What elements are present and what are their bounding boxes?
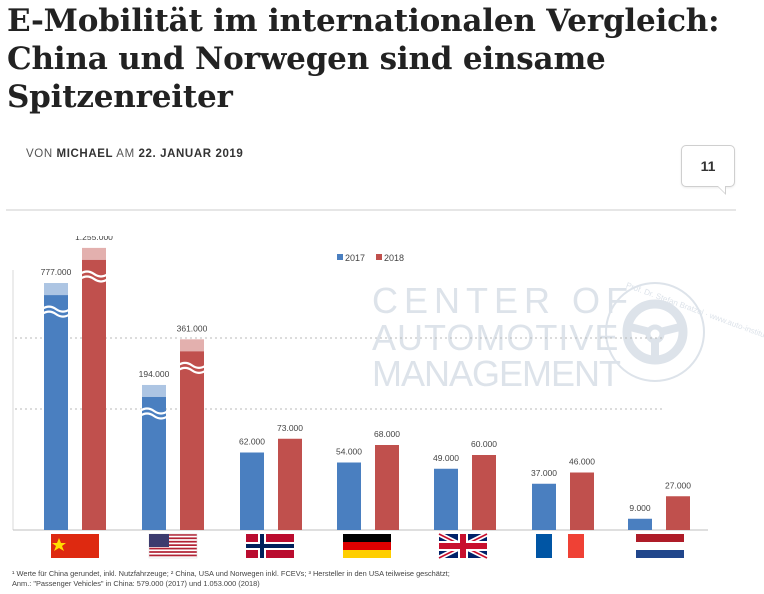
bar-niederlande-2018: [666, 496, 690, 530]
bar-overflow-cap: [180, 339, 204, 352]
bar-overflow-cap: [142, 384, 166, 397]
bar-frankreich-2017: [532, 483, 556, 530]
ev-comparison-chart: CENTER OF AUTOMOTIVE MANAGEMENT Prof. Dr…: [12, 236, 764, 561]
data-label: 361.000: [177, 323, 208, 333]
axis-break-mark: [79, 275, 109, 283]
data-label: 60.000: [471, 439, 497, 449]
watermark-line1: CENTER OF: [372, 280, 634, 321]
axis-break-mark: [79, 270, 109, 278]
author-link[interactable]: MICHAEL: [56, 148, 114, 160]
watermark: CENTER OF AUTOMOTIVE MANAGEMENT: [372, 280, 634, 394]
data-label: 73.000: [277, 423, 303, 433]
bar-china-2018: [82, 247, 106, 530]
flag-deutschland-icon: [343, 534, 391, 558]
seal-outer-ring: [605, 282, 705, 382]
data-label: 46.000: [569, 457, 595, 467]
watermark-line3: MANAGEMENT: [372, 353, 621, 394]
bar-usa-2017: [142, 384, 166, 530]
bar-china-2017: [44, 283, 68, 530]
data-label: 777.000: [41, 267, 72, 277]
legend: 2017 2018: [337, 253, 404, 263]
article-title: E-Mobilität im internationalen Vergleich…: [7, 3, 720, 115]
footnote-1: ¹ Werte für China gerundet, inkl. Nutzfa…: [12, 569, 450, 578]
axis-break-mark: [139, 412, 169, 420]
data-label: 37.000: [531, 468, 557, 478]
byline-prefix: VON: [26, 148, 53, 160]
data-label: 54.000: [336, 447, 362, 457]
bar-großbritannien-2018: [472, 455, 496, 530]
bar-frankreich-2018: [570, 472, 594, 530]
data-label: 68.000: [374, 429, 400, 439]
comment-count: 11: [700, 158, 716, 174]
axis-break-mark: [177, 361, 207, 369]
legend-swatch-2018: [376, 254, 382, 260]
bar-deutschland-2017: [337, 462, 361, 530]
data-label: 194.000: [139, 369, 170, 379]
bar-norwegen-2017: [240, 452, 264, 530]
bar-overflow-cap: [82, 247, 106, 260]
bar-deutschland-2018: [375, 445, 399, 530]
footnote-2: Anm.: "Passenger Vehicles" in China: 579…: [12, 579, 260, 588]
axis-break-mark: [139, 407, 169, 415]
data-label: 1.255.000: [75, 236, 113, 242]
data-label: 62.000: [239, 437, 265, 447]
comment-count-button[interactable]: 11: [681, 145, 735, 195]
bar-großbritannien-2017: [434, 468, 458, 530]
post-date[interactable]: 22. JANUAR 2019: [138, 148, 244, 160]
bars: 777.000 1.255.000 194.000 361.000 62.000 73.0…: [41, 236, 691, 530]
bar-niederlande-2017: [628, 518, 652, 530]
byline-mid: AM: [116, 148, 135, 160]
axis-break-mark: [41, 310, 71, 318]
byline: VON MICHAEL AM 22. JANUAR 2019: [26, 148, 243, 160]
legend-label-2018: 2018: [384, 253, 404, 263]
flag-china-icon: [51, 534, 99, 558]
flag-norwegen-icon: [246, 534, 294, 558]
flag-usa-icon: [148, 533, 198, 559]
seal-inner-ring: [622, 299, 688, 365]
flag-niederlande-icon: [636, 534, 684, 558]
divider: [6, 209, 736, 211]
flag-frankreich-icon: [536, 534, 584, 558]
legend-swatch-2017: [337, 254, 343, 260]
bar-norwegen-2018: [278, 438, 302, 530]
data-label: 27.000: [665, 480, 691, 490]
data-label: 9.000: [629, 503, 651, 513]
bar-overflow-cap: [44, 283, 68, 296]
axis-break-mark: [177, 366, 207, 374]
data-label: 49.000: [433, 453, 459, 463]
flag-großbritannien-icon: [437, 531, 489, 561]
flags: [51, 531, 684, 561]
axis-break-mark: [41, 305, 71, 313]
steering-wheel-icon: [629, 323, 681, 358]
legend-label-2017: 2017: [345, 253, 365, 263]
